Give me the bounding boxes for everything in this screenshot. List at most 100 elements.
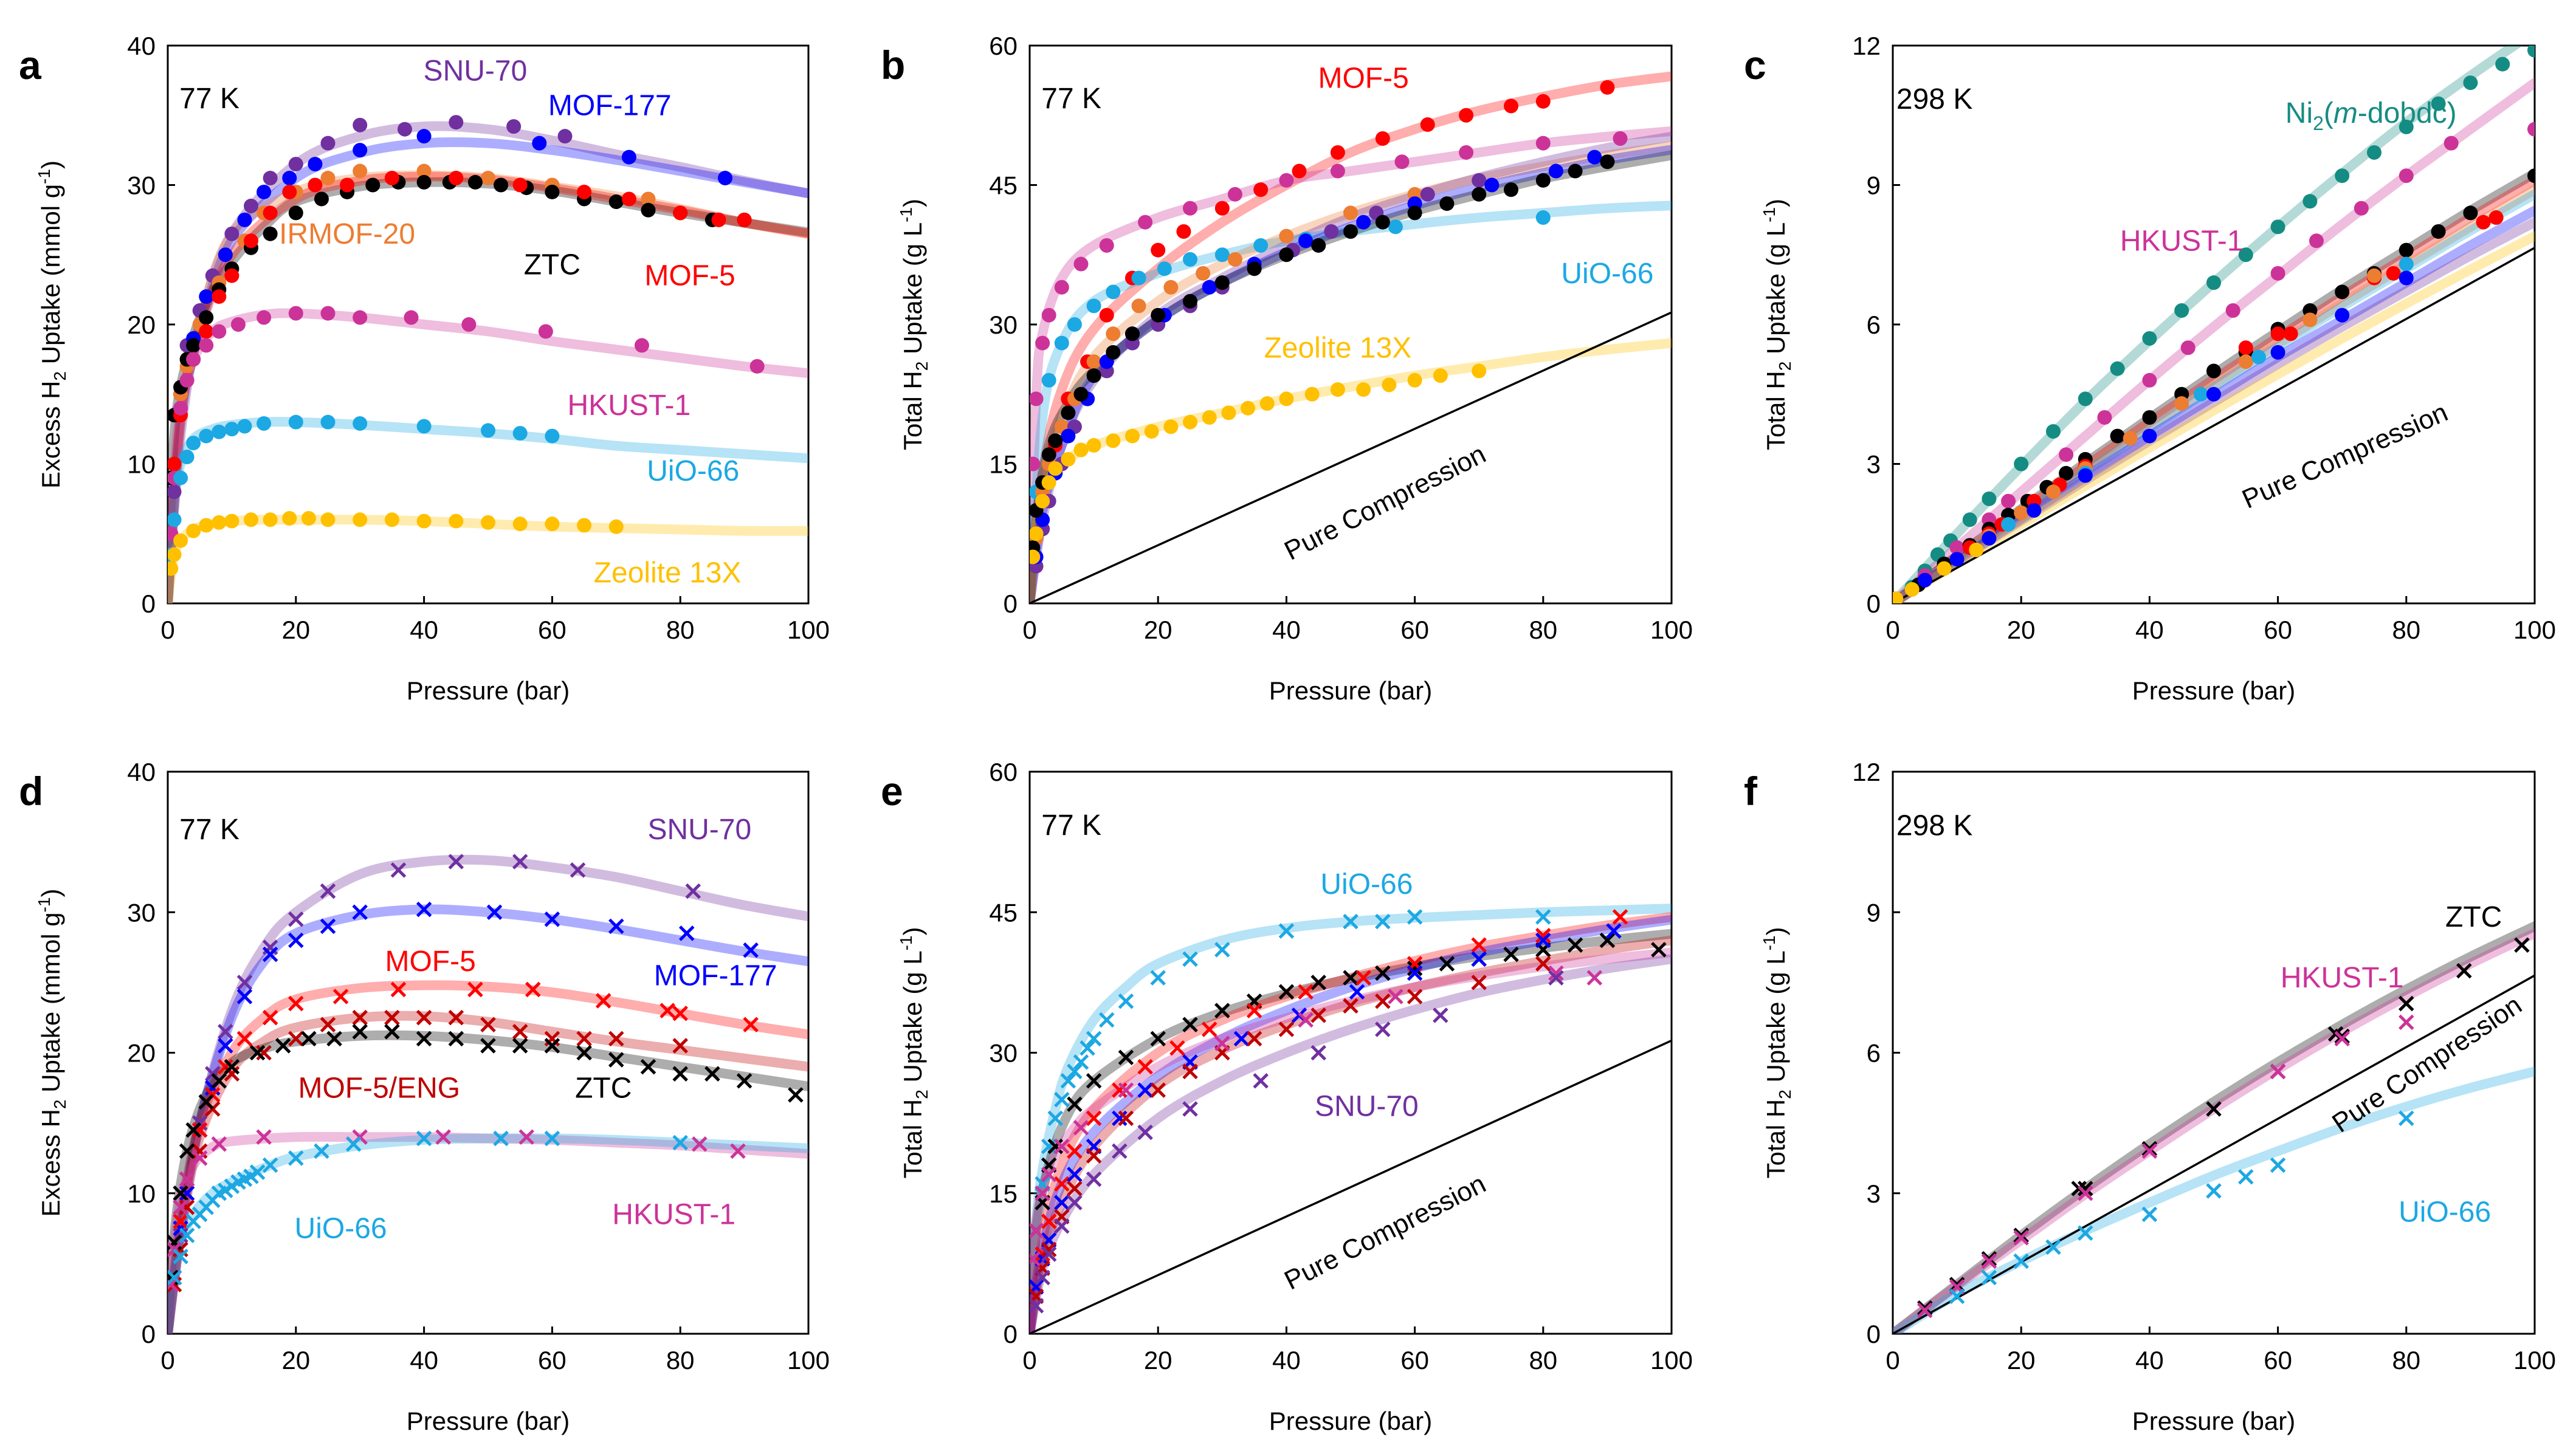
data-point-uio-66 — [2013, 1253, 2029, 1269]
y-tick-label: 30 — [989, 1039, 1018, 1068]
data-point-ztc — [1535, 173, 1551, 188]
y-tick-label: 0 — [142, 1320, 156, 1348]
data-point-uio-66 — [237, 419, 252, 434]
data-point-mof-177 — [416, 901, 432, 918]
panel-c: c 0 20 40 60 80 100 0 3 6 9 12 Pressure (bar) Total H… — [1744, 32, 2556, 705]
data-point-mof-5 — [711, 212, 726, 227]
data-point-snu-70 — [1137, 1124, 1153, 1141]
data-point-ztc — [2527, 168, 2535, 184]
data-point-hkust-1 — [256, 1129, 272, 1145]
data-point-snu-70 — [288, 911, 304, 927]
data-point-hkust-1 — [435, 1129, 451, 1145]
data-point-ztc — [1061, 405, 1076, 420]
panel-letter: a — [19, 43, 42, 87]
data-point-zeolite-13x — [224, 513, 239, 529]
y-axis-label: Total H2 Uptake (g L-1) — [897, 199, 931, 450]
data-point-ztc — [1567, 937, 1583, 953]
data-point-mof-5 — [1292, 163, 1307, 179]
data-point-ztc — [1047, 1138, 1064, 1155]
data-point-mof-5 — [288, 995, 304, 1012]
pure-compression-line — [1030, 1039, 1672, 1334]
x-tick-label: 40 — [2135, 616, 2164, 644]
data-point-zeolite-13x — [186, 523, 201, 538]
data-point-mof-5 — [1041, 1213, 1057, 1229]
data-point-ni2-m-dobdc — [2206, 275, 2221, 290]
data-point-ztc — [1073, 386, 1089, 402]
data-point-ni2-m-dobdc — [2495, 57, 2510, 72]
data-point-uio-66 — [173, 1249, 188, 1264]
data-point-snu-70 — [353, 117, 368, 132]
data-point-mof-177 — [353, 143, 368, 158]
data-point-zeolite-13x — [1433, 368, 1448, 383]
data-point-zeolite-13x — [1030, 526, 1044, 541]
data-point-mof-5-eng — [1086, 1148, 1102, 1164]
data-point-hkust-1 — [1586, 970, 1603, 986]
fit-line-snu-70 — [168, 854, 808, 1334]
data-point-ztc — [2059, 465, 2074, 481]
series-label-mof-5-eng: MOF-5/ENG — [298, 1072, 460, 1104]
data-point-mof-5-eng — [320, 1017, 336, 1033]
data-point-uio-66 — [1949, 1288, 1965, 1305]
data-point-ni2-m-dobdc — [1982, 491, 1997, 506]
data-point-ztc — [249, 1045, 266, 1061]
fit-line-snu-70 — [1893, 217, 2535, 603]
series-label-snu-70: SNU-70 — [424, 55, 528, 87]
data-point-hkust-1 — [2270, 266, 2285, 281]
data-point-mof-5 — [1471, 937, 1487, 953]
pure-compression-label: Pure Compression — [2237, 397, 2452, 515]
x-tick-label: 40 — [1272, 616, 1301, 644]
data-point-mof-5 — [224, 268, 239, 283]
data-point-zeolite-13x — [512, 516, 528, 532]
data-point-mof-177 — [1233, 1031, 1250, 1047]
x-axis-label: Pressure (bar) — [2132, 1407, 2295, 1435]
data-point-zeolite-13x — [416, 513, 432, 529]
data-point-zeolite-13x — [1893, 591, 1904, 603]
data-point-hkust-1 — [2078, 1185, 2093, 1201]
fit-line-mof-5-eng — [168, 1011, 808, 1334]
data-point-ztc — [1917, 1300, 1933, 1316]
data-point-mof-5 — [1420, 117, 1435, 132]
data-point-ni2-m-dobdc — [1962, 512, 1977, 527]
data-point-uio-66 — [512, 426, 528, 441]
data-point-ztc — [1124, 326, 1140, 341]
data-point-ztc — [2013, 1227, 2029, 1243]
data-point-mof-5-eng — [1182, 1063, 1198, 1080]
data-point-hkust-1 — [2443, 136, 2459, 151]
data-point-snu-70 — [448, 854, 464, 870]
data-point-snu-70 — [320, 136, 336, 151]
data-point-ztc — [1118, 1049, 1134, 1065]
data-point-hkust-1 — [1030, 1251, 1041, 1267]
data-point-mof-5-eng — [288, 1031, 304, 1047]
series-label-77-k: 77 K — [1041, 809, 1101, 842]
fit-line-ztc — [168, 1030, 808, 1334]
data-point-zeolite-13x — [168, 561, 179, 576]
data-point-mof-5 — [449, 171, 464, 186]
data-point-irmof-20 — [2174, 396, 2189, 411]
data-point-irmof-20 — [2238, 354, 2253, 369]
data-point-snu-70 — [168, 484, 182, 499]
data-point-mof-5 — [191, 1122, 208, 1138]
plot-area — [1030, 71, 1672, 603]
data-point-mof-5-eng — [1278, 1021, 1295, 1037]
data-point-uio-66 — [1086, 1031, 1102, 1047]
data-point-mof-5-eng — [1407, 989, 1423, 1004]
panel-d: d 0 20 40 60 80 100 0 10 20 30 40 Pressure (bar) Exce… — [19, 758, 830, 1435]
data-point-ztc — [186, 338, 201, 353]
data-point-ztc — [576, 1045, 592, 1061]
fit-line-snu-70 — [1030, 954, 1672, 1334]
data-point-snu-70 — [570, 862, 586, 878]
data-point-zeolite-13x — [1183, 414, 1197, 430]
panel-b: b 0 20 40 60 80 100 0 15 30 45 60 Pressure (bar) Tota… — [881, 32, 1693, 705]
data-point-uio-66 — [2251, 349, 2266, 365]
x-axis-label: Pressure (bar) — [1269, 1407, 1432, 1435]
data-point-uio-66 — [1981, 1269, 1997, 1286]
y-tick-label: 45 — [989, 898, 1018, 927]
data-point-snu-70 — [244, 198, 259, 213]
data-point-hkust-1 — [1394, 154, 1410, 170]
x-tick-label: 20 — [281, 1346, 310, 1374]
data-point-zeolite-13x — [173, 533, 188, 548]
series-label-298-k: 298 K — [1896, 810, 1972, 842]
data-point-zeolite-13x — [282, 511, 297, 526]
data-point-ztc — [1086, 368, 1101, 383]
